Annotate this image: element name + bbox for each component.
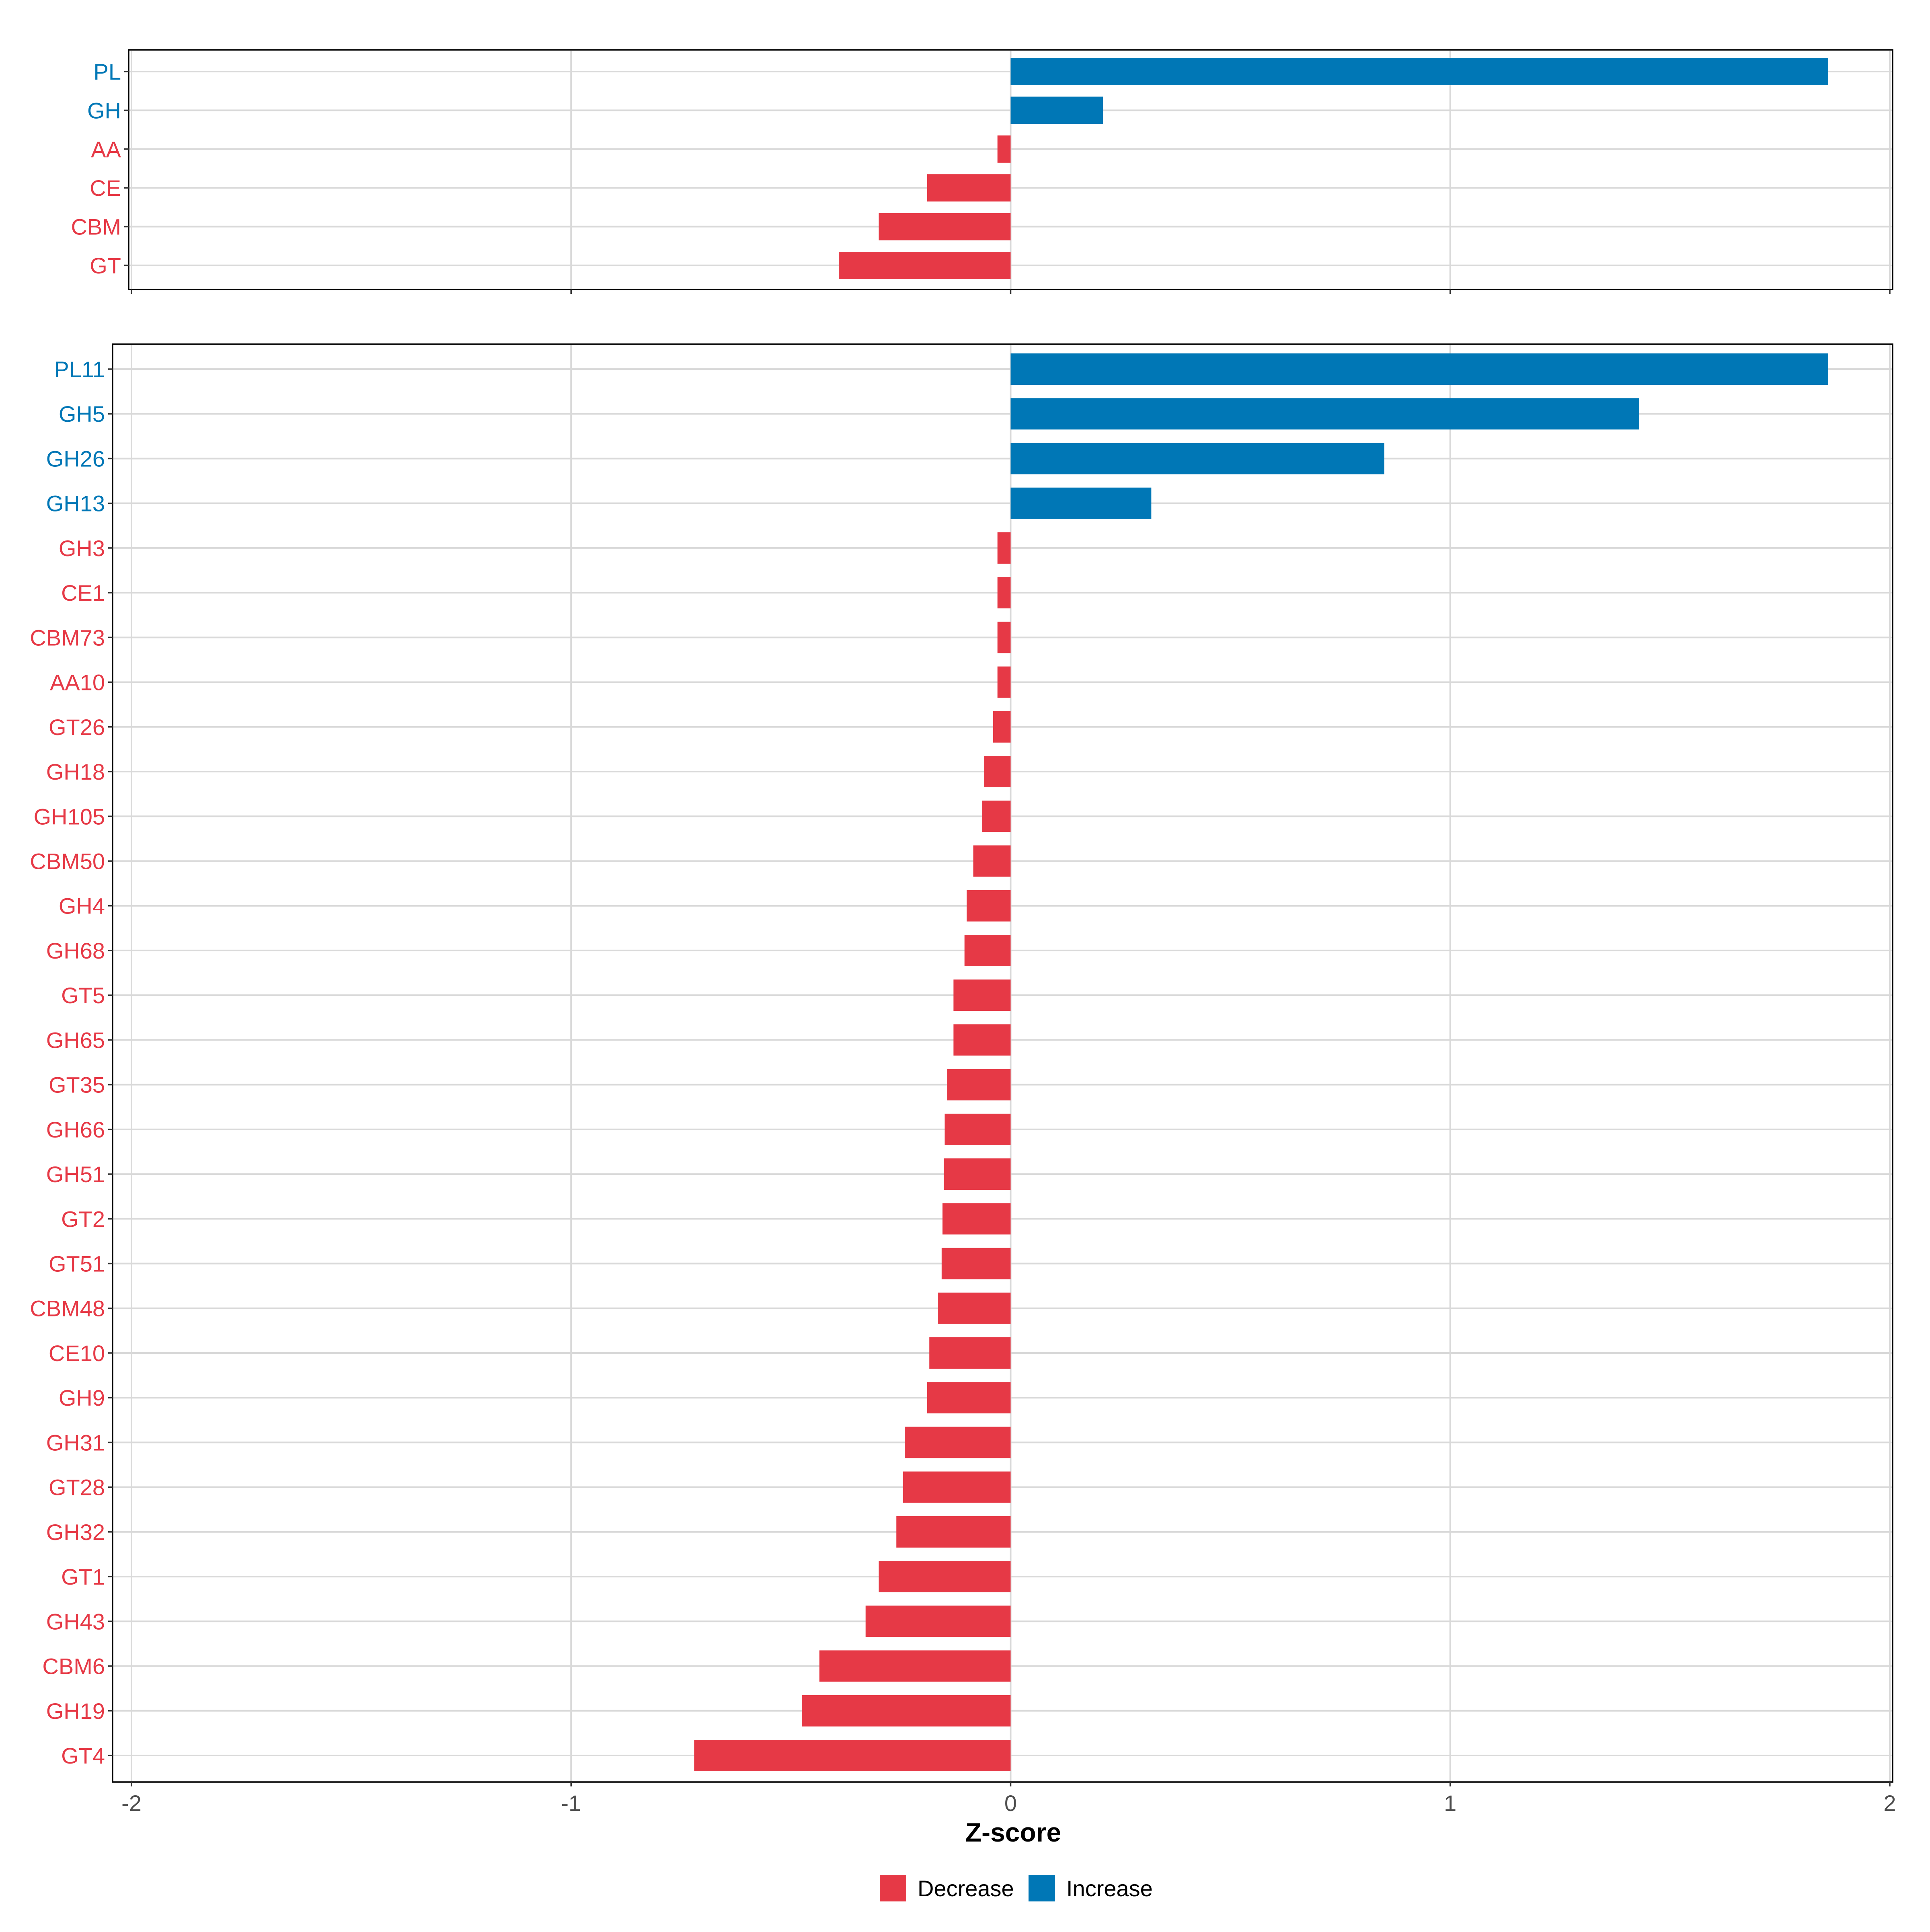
- bar-gh4: [967, 890, 1011, 922]
- y-tick-label-gh3: GH3: [59, 536, 105, 561]
- y-tick-label-gt35: GT35: [49, 1072, 105, 1098]
- y-tick-label-gh68: GH68: [46, 938, 105, 963]
- legend-swatch-decrease: [880, 1875, 906, 1901]
- bar-pl11: [1010, 353, 1828, 385]
- bar-gh51: [944, 1158, 1011, 1190]
- y-tick-label-gt: GT: [90, 253, 121, 278]
- x-tick-label--1: -1: [561, 1790, 581, 1816]
- y-tick-label-aa10: AA10: [50, 670, 105, 695]
- x-tick-label-0: 0: [1004, 1790, 1017, 1816]
- bar-gt26: [993, 711, 1011, 743]
- y-tick-label-gt4: GT4: [61, 1743, 105, 1768]
- y-tick-label-gh66: GH66: [46, 1117, 105, 1142]
- bar-gh105: [982, 801, 1011, 832]
- bar-gh66: [944, 1113, 1011, 1145]
- bar-gh9: [927, 1382, 1011, 1414]
- bar-gh43: [865, 1606, 1011, 1637]
- y-tick-label-gt28: GT28: [49, 1475, 105, 1500]
- x-tick-label-2: 2: [1883, 1790, 1896, 1816]
- y-tick-label-aa: AA: [91, 137, 121, 162]
- bar-gt28: [903, 1471, 1011, 1503]
- y-tick-label-gh19: GH19: [46, 1698, 105, 1724]
- y-tick-label-gh51: GH51: [46, 1162, 105, 1187]
- y-tick-label-gh9: GH9: [59, 1385, 105, 1411]
- class-panel: PL GH AA CE CBM GT: [71, 49, 1893, 294]
- bar-gh32: [896, 1516, 1011, 1548]
- bar-gt2: [942, 1203, 1011, 1235]
- y-tick-label-pl: PL: [94, 59, 121, 84]
- bar-gh26: [1010, 443, 1384, 474]
- bar-gh5: [1010, 398, 1639, 430]
- bar-gh: [1010, 96, 1103, 124]
- y-tick-label-ce1: CE1: [61, 580, 105, 606]
- legend-label-decrease: Decrease: [918, 1876, 1014, 1901]
- bar-gh19: [802, 1695, 1011, 1727]
- legend: Decrease Increase: [880, 1875, 1153, 1901]
- bar-cbm73: [997, 622, 1011, 653]
- y-tick-label-cbm73: CBM73: [30, 625, 105, 650]
- x-tick-label--2: -2: [121, 1790, 142, 1816]
- bar-pl: [1010, 58, 1828, 85]
- y-tick-label-gh65: GH65: [46, 1027, 105, 1053]
- bar-cbm50: [973, 845, 1011, 877]
- bar-gh13: [1010, 487, 1152, 519]
- family-panel: PL11 GH5 GH26 GH13 GH3 CE1 CBM73 AA10 GT26 GH18 GH…: [30, 343, 1896, 1816]
- bar-aa10: [997, 666, 1011, 698]
- y-tick-label-gh105: GH105: [34, 804, 105, 829]
- y-tick-label-gt1: GT1: [61, 1564, 105, 1589]
- y-tick-label-gt26: GT26: [49, 714, 105, 740]
- x-axis-title: Z-score: [965, 1817, 1061, 1847]
- y-tick-label-gh43: GH43: [46, 1609, 105, 1634]
- y-tick-label-gh31: GH31: [46, 1430, 105, 1455]
- bar-gh68: [964, 934, 1011, 966]
- bar-gt4: [694, 1740, 1011, 1771]
- bar-aa: [997, 135, 1011, 163]
- y-tick-label-gh13: GH13: [46, 491, 105, 516]
- y-tick-label-cbm48: CBM48: [30, 1296, 105, 1321]
- bar-gt51: [941, 1248, 1011, 1279]
- y-tick-label-gh5: GH5: [59, 401, 105, 427]
- y-tick-label-gh4: GH4: [59, 893, 105, 919]
- bar-gh18: [984, 756, 1011, 788]
- bar-gh31: [905, 1427, 1011, 1458]
- bar-ce10: [929, 1337, 1011, 1369]
- y-tick-label-gh: GH: [87, 98, 121, 123]
- bar-cbm: [879, 213, 1011, 240]
- bar-gt1: [879, 1561, 1011, 1593]
- legend-label-increase: Increase: [1066, 1876, 1153, 1901]
- bar-gt35: [947, 1069, 1011, 1100]
- y-tick-label-cbm50: CBM50: [30, 848, 105, 874]
- y-tick-label-cbm: CBM: [71, 214, 121, 240]
- legend-swatch-increase: [1029, 1875, 1055, 1901]
- bar-gh65: [953, 1024, 1011, 1056]
- x-tick-label-1: 1: [1444, 1790, 1456, 1816]
- y-tick-label-gh18: GH18: [46, 759, 105, 784]
- y-tick-label-ce: CE: [90, 175, 121, 201]
- y-tick-label-pl11: PL11: [54, 357, 105, 382]
- bar-gh3: [997, 532, 1011, 564]
- y-tick-label-gh32: GH32: [46, 1519, 105, 1545]
- bar-ce: [927, 174, 1011, 202]
- bar-gt5: [953, 979, 1011, 1011]
- bar-cbm48: [938, 1292, 1011, 1324]
- y-tick-label-ce10: CE10: [49, 1341, 105, 1366]
- y-tick-label-gt5: GT5: [61, 983, 105, 1008]
- bar-ce1: [997, 577, 1011, 609]
- bar-cbm6: [819, 1650, 1011, 1682]
- y-tick-label-cbm6: CBM6: [42, 1654, 105, 1679]
- y-tick-label-gt51: GT51: [49, 1251, 105, 1277]
- y-tick-label-gt2: GT2: [61, 1206, 105, 1232]
- bar-gt: [839, 252, 1011, 279]
- y-tick-label-gh26: GH26: [46, 446, 105, 471]
